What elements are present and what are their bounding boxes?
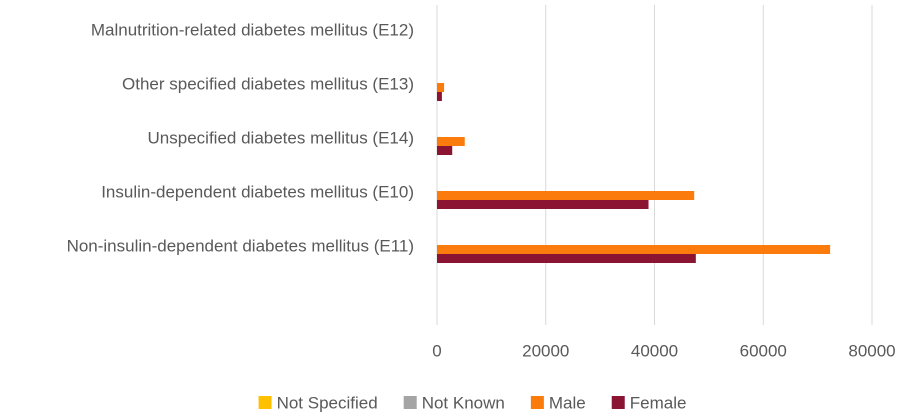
bar: [437, 83, 445, 92]
legend-swatch: [530, 396, 544, 409]
bar: [437, 191, 695, 200]
legend-item: Female: [611, 393, 687, 412]
y-tick-label: Insulin-dependent diabetes mellitus (E10…: [101, 182, 414, 201]
legend-item: Not Known: [403, 393, 505, 412]
bar: [437, 146, 453, 155]
y-tick-label: Non-insulin-dependent diabetes mellitus …: [67, 236, 414, 255]
legend-swatch: [611, 396, 625, 409]
x-tick-label: 0: [432, 341, 441, 360]
bar: [437, 254, 696, 263]
legend-swatch: [403, 396, 417, 409]
y-tick-label: Unspecified diabetes mellitus (E14): [148, 128, 414, 147]
legend-item: Male: [530, 393, 586, 412]
legend-label: Not Known: [422, 393, 505, 412]
bar: [437, 92, 442, 101]
legend-label: Not Specified: [277, 393, 378, 412]
legend-item: Not Specified: [258, 393, 378, 412]
legend-label: Female: [630, 393, 687, 412]
bar: [437, 200, 649, 209]
y-tick-label: Malnutrition-related diabetes mellitus (…: [91, 20, 414, 39]
legend-label: Male: [549, 393, 586, 412]
x-tick-label: 80000: [848, 341, 895, 360]
x-tick-label: 60000: [740, 341, 787, 360]
x-tick-label: 20000: [522, 341, 569, 360]
bar: [437, 137, 465, 146]
bar: [437, 245, 831, 254]
y-tick-label: Other specified diabetes mellitus (E13): [122, 74, 414, 93]
legend-swatch: [258, 396, 272, 409]
x-tick-label: 40000: [631, 341, 678, 360]
